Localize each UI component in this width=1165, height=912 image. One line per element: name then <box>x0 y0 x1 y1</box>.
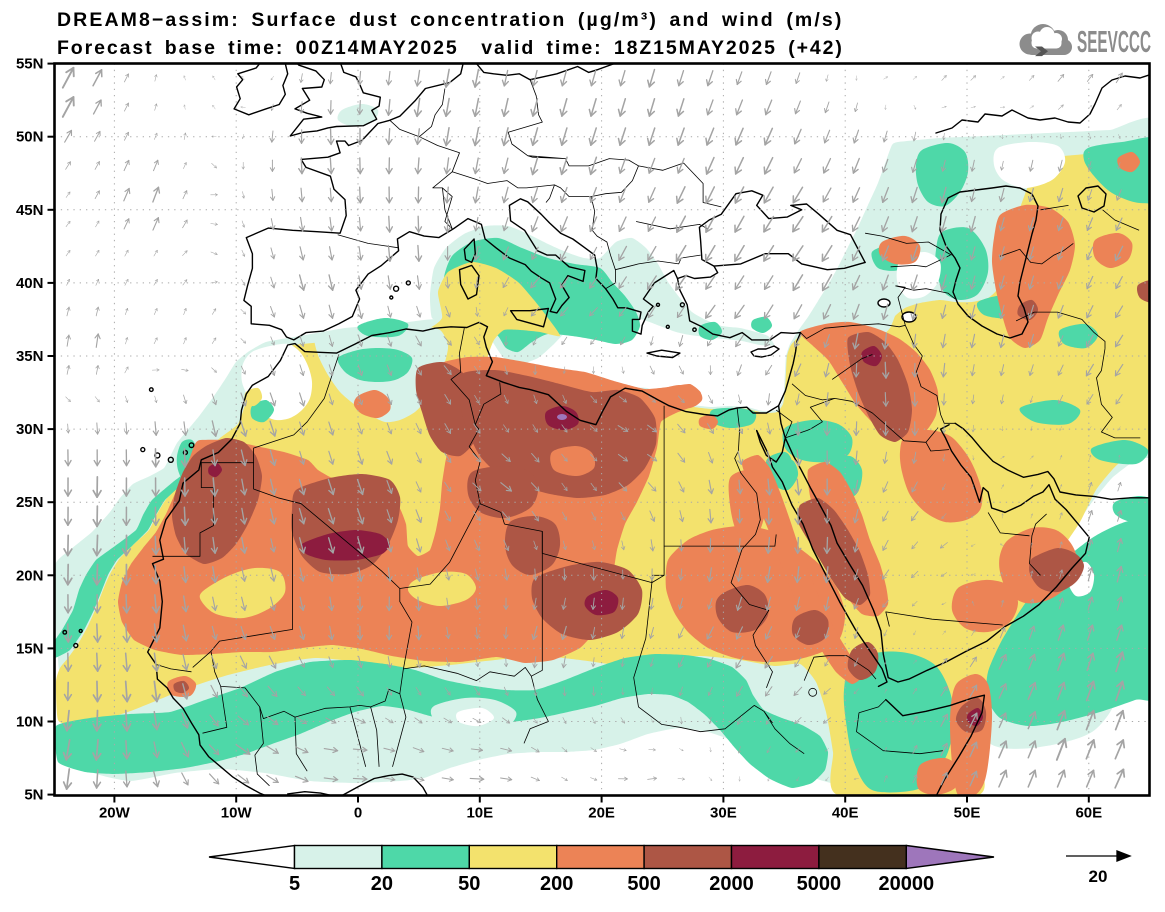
svg-text:500: 500 <box>627 873 660 895</box>
svg-text:50: 50 <box>458 873 480 895</box>
svg-text:30N: 30N <box>16 421 44 438</box>
svg-text:5N: 5N <box>24 787 43 804</box>
svg-text:50N: 50N <box>16 129 44 146</box>
svg-text:10N: 10N <box>16 714 44 731</box>
svg-text:DREAM8−assim: Surface dust con: DREAM8−assim: Surface dust concentration… <box>57 9 843 31</box>
svg-text:45N: 45N <box>16 202 44 219</box>
svg-text:20000: 20000 <box>878 873 934 895</box>
svg-text:35N: 35N <box>16 348 44 365</box>
svg-text:5000: 5000 <box>797 873 842 895</box>
svg-text:20N: 20N <box>16 567 44 584</box>
svg-text:2000: 2000 <box>709 873 754 895</box>
svg-text:60E: 60E <box>1075 805 1102 822</box>
svg-text:50E: 50E <box>954 805 981 822</box>
svg-text:10W: 10W <box>221 805 253 822</box>
svg-text:Forecast base time: 00Z14MAY20: Forecast base time: 00Z14MAY2025 valid t… <box>57 37 844 59</box>
svg-text:30E: 30E <box>710 805 737 822</box>
svg-text:55N: 55N <box>16 56 44 73</box>
svg-text:40N: 40N <box>16 275 44 292</box>
svg-text:15N: 15N <box>16 640 44 657</box>
svg-text:20: 20 <box>371 873 393 895</box>
svg-text:SEEVCCC: SEEVCCC <box>1077 24 1151 59</box>
svg-text:200: 200 <box>540 873 573 895</box>
svg-text:10E: 10E <box>466 805 493 822</box>
svg-text:20: 20 <box>1089 867 1108 886</box>
svg-text:20W: 20W <box>99 805 131 822</box>
svg-text:5: 5 <box>289 873 300 895</box>
svg-text:40E: 40E <box>832 805 859 822</box>
svg-text:0: 0 <box>354 805 362 822</box>
svg-text:20E: 20E <box>588 805 615 822</box>
svg-text:25N: 25N <box>16 494 44 511</box>
